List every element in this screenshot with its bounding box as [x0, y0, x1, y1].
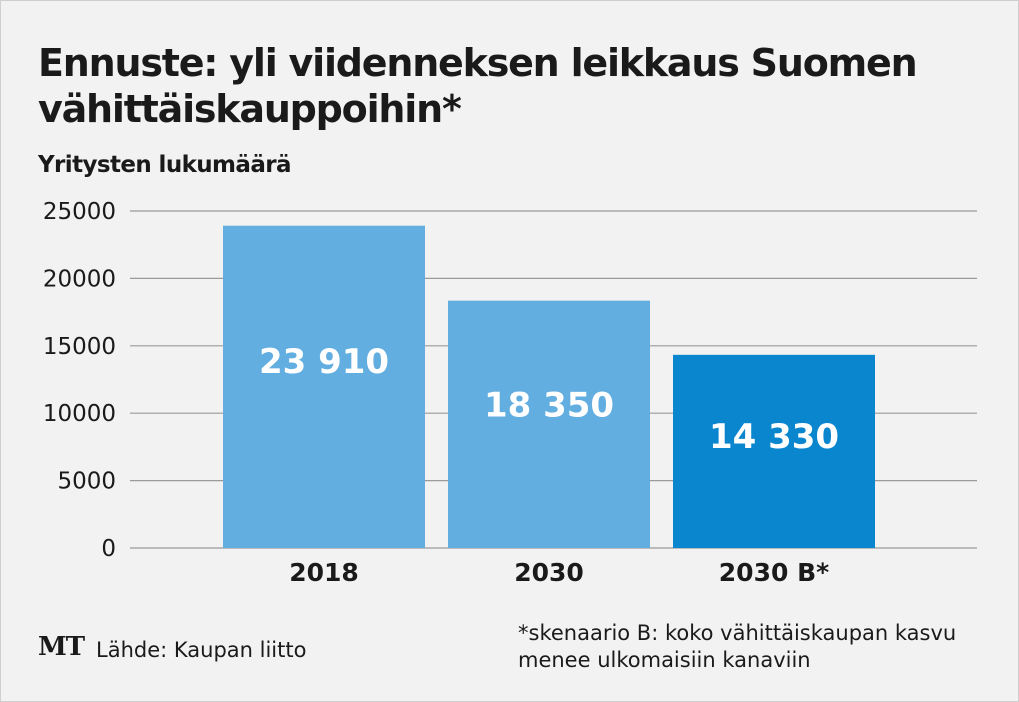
- chart-title: Ennuste: yli viidenneksen leikkaus Suome…: [38, 41, 918, 131]
- bars: 23 910 18 350 14 330: [223, 225, 875, 548]
- x-tick-label: 2018: [289, 558, 359, 587]
- bar-value-label: 23 910: [259, 342, 389, 382]
- bar-2018: [223, 225, 425, 548]
- footnote: *skenaario B: koko vähittäiskaupan kasvu…: [518, 620, 998, 674]
- bar-value-label: 18 350: [484, 386, 614, 426]
- y-tick-label: 20000: [43, 266, 116, 292]
- source-text: Lähde: Kaupan liitto: [96, 638, 307, 662]
- y-tick-label: 15000: [43, 334, 116, 360]
- x-tick-label: 2030 B*: [719, 558, 829, 587]
- x-tick-label: 2030: [514, 558, 584, 587]
- mt-logo: MT: [38, 632, 85, 662]
- bar-2030-b: [673, 354, 875, 548]
- y-tick-label: 25000: [43, 199, 116, 225]
- y-tick-label: 0: [101, 536, 116, 562]
- bar-2030: [448, 300, 650, 548]
- x-axis-ticks: 2018 2030 2030 B*: [289, 558, 829, 587]
- y-axis-label: Yritysten lukumäärä: [38, 152, 292, 178]
- y-axis-ticks: 0 5000 10000 15000 20000 25000: [43, 199, 116, 562]
- footnote-line: menee ulkomaisiin kanaviin: [518, 648, 811, 672]
- bar-value-label: 14 330: [709, 417, 839, 457]
- y-tick-label: 10000: [43, 401, 116, 427]
- footnote-line: *skenaario B: koko vähittäiskaupan kasvu: [518, 621, 957, 645]
- y-tick-label: 5000: [57, 469, 116, 495]
